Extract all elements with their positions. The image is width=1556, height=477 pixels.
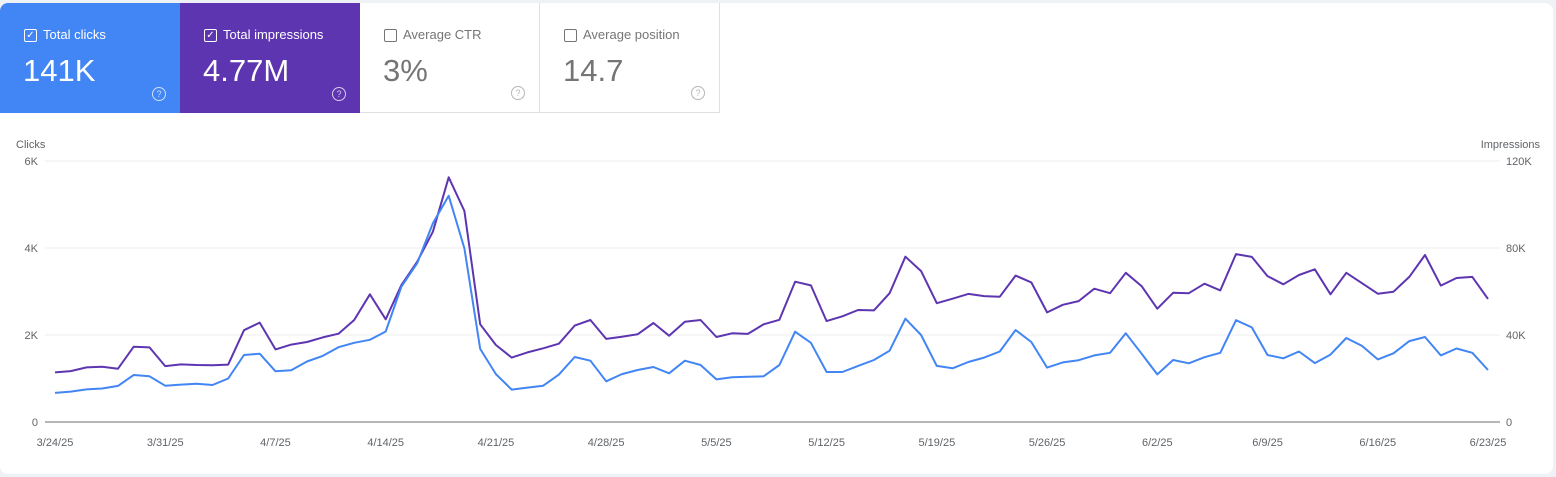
checkbox-icon[interactable] (564, 29, 577, 42)
metric-card-average-position[interactable]: Average position 14.7 ? (540, 3, 720, 113)
metric-value: 3% (383, 53, 428, 88)
metric-card-total-impressions[interactable]: ✓ Total impressions 4.77M ? (180, 3, 360, 113)
metric-card-total-clicks[interactable]: ✓ Total clicks 141K ? (0, 3, 180, 113)
metric-value: 4.77M (203, 53, 290, 88)
x-tick-label: 4/14/25 (367, 437, 404, 449)
left-tick-label: 4K (25, 243, 39, 255)
impressions-series-line (54, 176, 1489, 374)
x-tick-label: 3/24/25 (37, 437, 74, 449)
help-circle-icon[interactable]: ? (511, 86, 525, 100)
left-tick-label: 2K (25, 330, 39, 342)
x-tick-label: 6/23/25 (1470, 437, 1507, 449)
metric-card-average-ctr[interactable]: Average CTR 3% ? (360, 3, 540, 113)
metric-value: 14.7 (563, 53, 624, 88)
metric-label: Total impressions (223, 27, 324, 42)
x-tick-label: 5/5/25 (701, 437, 732, 449)
x-tick-label: 4/21/25 (478, 437, 515, 449)
right-tick-label: 40K (1506, 330, 1526, 342)
metric-label: Average position (583, 27, 680, 42)
right-tick-label: 80K (1506, 243, 1526, 255)
right-axis-label: Impressions (1481, 139, 1541, 151)
x-tick-label: 6/2/25 (1142, 437, 1173, 449)
x-tick-label: 5/12/25 (808, 437, 845, 449)
right-tick-label: 120K (1506, 156, 1532, 168)
metric-value: 141K (23, 53, 96, 88)
x-tick-label: 5/19/25 (918, 437, 955, 449)
checkbox-icon[interactable]: ✓ (204, 29, 217, 42)
help-circle-icon[interactable]: ? (152, 87, 166, 101)
x-tick-label: 4/7/25 (260, 437, 291, 449)
x-tick-label: 5/26/25 (1029, 437, 1066, 449)
left-axis-label: Clicks (16, 139, 46, 151)
checkbox-icon[interactable] (384, 29, 397, 42)
x-tick-label: 6/9/25 (1252, 437, 1283, 449)
metric-label: Average CTR (403, 27, 482, 42)
checkbox-icon[interactable]: ✓ (24, 29, 37, 42)
help-circle-icon[interactable]: ? (332, 87, 346, 101)
metric-label: Total clicks (43, 27, 106, 42)
help-circle-icon[interactable]: ? (691, 86, 705, 100)
clicks-series-line (54, 194, 1489, 394)
x-tick-label: 3/31/25 (147, 437, 184, 449)
left-tick-label: 0 (32, 417, 38, 429)
left-tick-label: 6K (25, 156, 39, 168)
metric-cards: ✓ Total clicks 141K ? ✓ Total impression… (0, 3, 720, 113)
x-tick-label: 4/28/25 (588, 437, 625, 449)
right-tick-label: 0 (1506, 417, 1512, 429)
x-tick-label: 6/16/25 (1359, 437, 1396, 449)
